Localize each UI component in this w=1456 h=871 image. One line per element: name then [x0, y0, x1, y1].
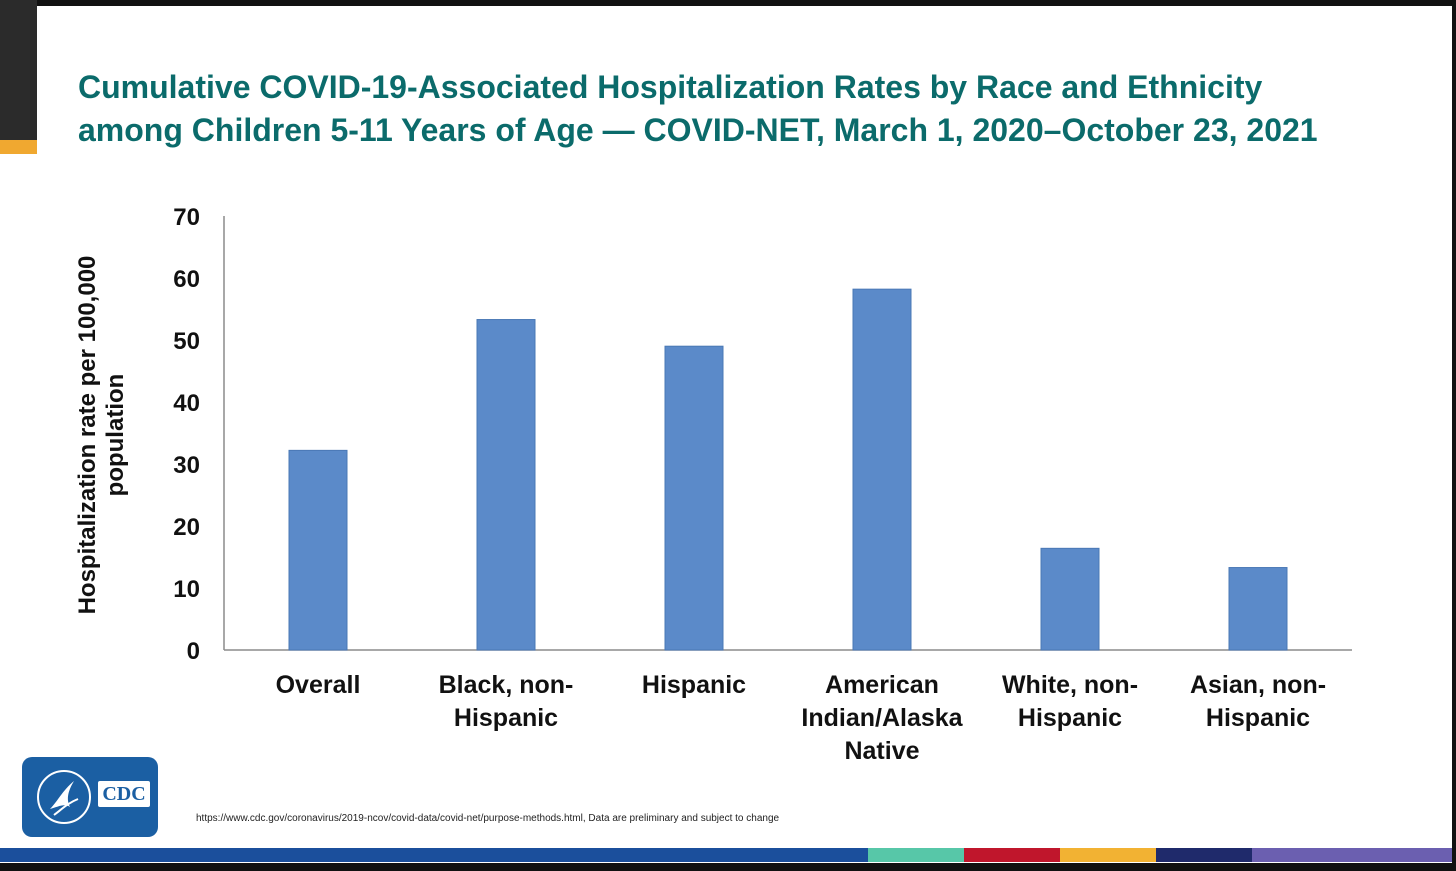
x-tick-label-line: American [825, 671, 939, 699]
slide-title-line-1: Cumulative COVID-19-Associated Hospitali… [78, 69, 1263, 105]
x-tick-label: American Indian/Alaska Native [801, 671, 963, 765]
x-tick-label-line: Black, non- [439, 671, 574, 699]
cdc-logo-text: CDC [102, 783, 146, 805]
bar [288, 449, 348, 651]
x-tick-label-line: Hispanic [642, 671, 746, 699]
frame-left-bar [0, 0, 37, 140]
y-tick-label: 20 [173, 514, 200, 541]
bar [476, 319, 536, 651]
x-tick-label: Black, non- Hispanic [439, 671, 574, 732]
x-tick-label-line: Hispanic [1018, 704, 1122, 732]
y-tick-label: 30 [173, 452, 200, 479]
x-tick-label-line: Native [844, 737, 919, 765]
bar [664, 345, 724, 651]
y-tick-label: 40 [173, 390, 200, 417]
frame-right-border [1452, 0, 1456, 871]
y-tick-label: 10 [173, 576, 200, 603]
footer-stripe [868, 848, 964, 862]
x-tick-label: Asian, non- Hispanic [1190, 671, 1326, 732]
footer-stripe [1252, 848, 1452, 862]
y-tick-label: 50 [173, 328, 200, 355]
footer-stripe [1060, 848, 1156, 862]
x-tick-label-line: Hispanic [1206, 704, 1310, 732]
footer-stripe [1156, 848, 1252, 862]
x-tick-label-line: Indian/Alaska [801, 704, 963, 732]
y-tick-label: 0 [187, 638, 200, 665]
y-tick-label: 70 [173, 204, 200, 231]
x-tick-label: Overall [276, 671, 361, 699]
slide-title: Cumulative COVID-19-Associated Hospitali… [78, 66, 1418, 152]
slide-title-line-2: among Children 5-11 Years of Age — COVID… [78, 112, 1318, 148]
x-tick-label-line: Overall [276, 671, 361, 699]
x-tick-label-line: White, non- [1002, 671, 1138, 699]
hhs-eagle-icon [37, 770, 150, 824]
y-tick-label: 60 [173, 266, 200, 293]
source-note: https://www.cdc.gov/coronavirus/2019-nco… [196, 813, 780, 824]
x-tick-label-line: Asian, non- [1190, 671, 1326, 699]
bar [1040, 547, 1100, 651]
footer-stripe [964, 848, 1060, 862]
frame-left-accent [0, 140, 37, 154]
footer-stripe [0, 848, 868, 862]
cdc-logo: CDC [22, 757, 158, 837]
x-tick-label: White, non- Hispanic [1002, 671, 1138, 732]
bar [1228, 567, 1288, 651]
frame-bottom-border [0, 863, 1456, 871]
frame-top-border [0, 0, 1456, 6]
bar [852, 288, 912, 651]
x-tick-label-line: Hispanic [454, 704, 558, 732]
x-tick-label: Hispanic [642, 671, 746, 699]
